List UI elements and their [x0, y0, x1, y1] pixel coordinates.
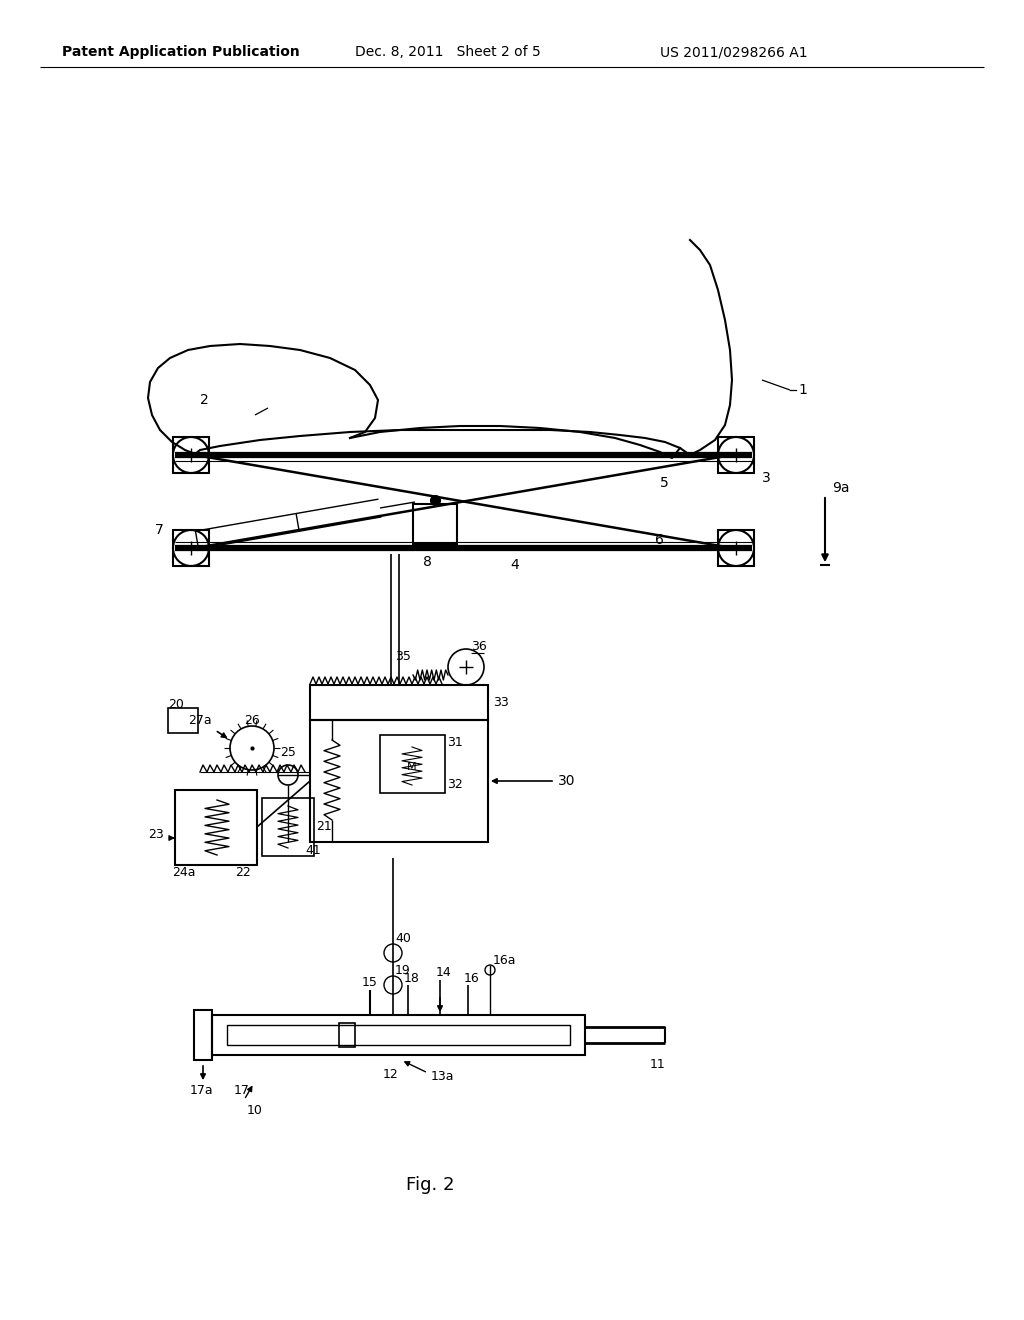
Bar [173, 437, 209, 473]
Bar [194, 1010, 212, 1060]
Text: Dec. 8, 2011   Sheet 2 of 5: Dec. 8, 2011 Sheet 2 of 5 [355, 45, 541, 59]
Bar [227, 1026, 570, 1045]
Text: 21: 21 [316, 820, 332, 833]
Text: 30: 30 [558, 774, 575, 788]
Bar [380, 735, 445, 793]
Text: US 2011/0298266 A1: US 2011/0298266 A1 [660, 45, 808, 59]
Text: M: M [408, 762, 417, 772]
Text: 5: 5 [660, 477, 669, 490]
Text: 11: 11 [650, 1059, 666, 1072]
Text: 40: 40 [395, 932, 411, 945]
Text: 23: 23 [148, 829, 164, 842]
Text: 15: 15 [362, 977, 378, 990]
Text: 36: 36 [471, 640, 486, 653]
Text: 22: 22 [234, 866, 251, 879]
Text: 24a: 24a [172, 866, 196, 879]
Text: 19: 19 [395, 965, 411, 978]
Bar [168, 708, 198, 733]
Text: 14: 14 [436, 966, 452, 979]
Bar [175, 789, 257, 865]
Text: 3: 3 [762, 471, 771, 484]
Text: 13a: 13a [431, 1071, 455, 1084]
Text: 8: 8 [423, 554, 432, 569]
Text: Patent Application Publication: Patent Application Publication [62, 45, 300, 59]
Text: 20: 20 [168, 698, 184, 711]
Text: 27a: 27a [188, 714, 212, 726]
Text: 12: 12 [383, 1068, 398, 1081]
Bar [718, 531, 754, 566]
Text: 32: 32 [447, 779, 463, 792]
Text: 33: 33 [493, 696, 509, 709]
Text: 2: 2 [200, 393, 209, 407]
Bar [339, 1023, 355, 1047]
Text: 35: 35 [395, 651, 411, 664]
Text: 31: 31 [447, 737, 463, 750]
Text: 1: 1 [798, 383, 807, 397]
Bar [718, 437, 754, 473]
Text: 18: 18 [404, 972, 420, 985]
Text: 7: 7 [155, 523, 164, 537]
Text: 25: 25 [280, 746, 296, 759]
Text: 16a: 16a [493, 953, 516, 966]
Bar [310, 685, 488, 719]
Text: 9a: 9a [831, 480, 850, 495]
Bar [310, 719, 488, 842]
Bar [262, 799, 314, 855]
Text: 16: 16 [464, 972, 480, 985]
Text: 17a: 17a [190, 1084, 214, 1097]
Bar [413, 504, 457, 544]
Text: 17: 17 [234, 1084, 250, 1097]
Text: Fig. 2: Fig. 2 [406, 1176, 455, 1195]
Text: 10: 10 [247, 1104, 263, 1117]
Text: 4: 4 [510, 558, 519, 572]
Bar [173, 531, 209, 566]
Text: 6: 6 [655, 533, 664, 546]
Text: 41: 41 [305, 843, 321, 857]
Text: 26: 26 [244, 714, 260, 726]
Bar [212, 1015, 585, 1055]
